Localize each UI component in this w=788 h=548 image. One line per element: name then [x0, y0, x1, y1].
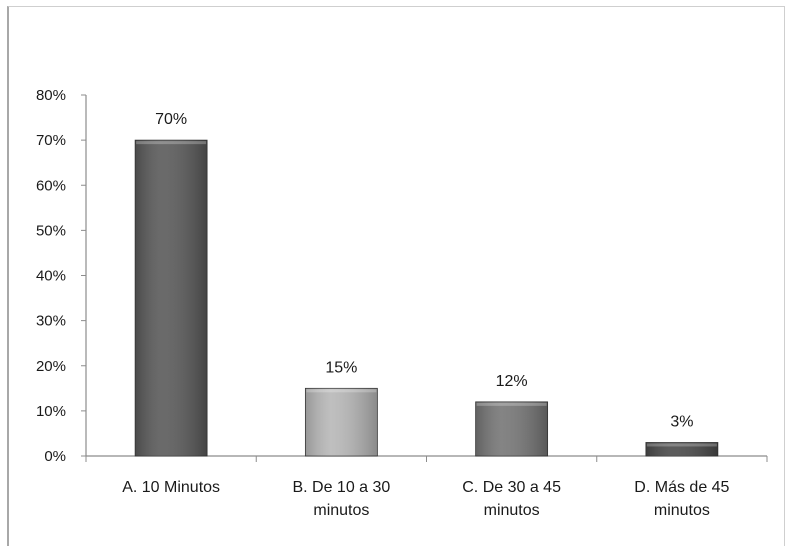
x-category-label-line: minutos: [484, 502, 540, 519]
x-category-label-line: minutos: [313, 502, 369, 519]
y-tick-label: 10%: [36, 403, 66, 420]
bars: [134, 139, 719, 457]
x-category-label-line: A. 10 Minutos: [122, 479, 220, 496]
data-label: 70%: [155, 111, 187, 128]
bar-shading: [305, 388, 378, 456]
x-category-label: C. De 30 a 45 minutos: [462, 479, 561, 519]
x-category-label: A. 10 Minutos: [122, 479, 220, 496]
labels: 70% A. 10 Minutos 15% B. De 10 a 30 minutos 1…: [122, 111, 729, 519]
y-tick-label: 40%: [36, 268, 66, 285]
y-tick-label: 70%: [36, 132, 66, 149]
x-category-label-line: minutos: [654, 502, 710, 519]
y-tick-label: 0%: [44, 448, 66, 465]
x-category-label: D. Más de 45 minutos: [634, 479, 729, 519]
bar-shading: [475, 401, 548, 456]
y-tick-label: 60%: [36, 177, 66, 194]
data-label: 12%: [496, 373, 528, 390]
x-category-label-line: D. Más de 45: [634, 479, 729, 496]
y-tick-label: 80%: [36, 87, 66, 104]
bar-shading: [135, 140, 208, 456]
x-category-label-line: B. De 10 a 30: [292, 479, 390, 496]
bar-highlight: [476, 402, 547, 406]
y-tick-label: 50%: [36, 222, 66, 239]
data-label: 3%: [670, 413, 693, 430]
x-category-label: B. De 10 a 30 minutos: [292, 479, 390, 519]
x-category-label-line: C. De 30 a 45: [462, 479, 561, 496]
bar-highlight: [306, 389, 377, 393]
bar-shading: [645, 442, 718, 456]
bar-highlight: [136, 141, 207, 145]
y-tick-label: 20%: [36, 358, 66, 375]
bar-highlight: [646, 443, 717, 447]
y-tick-label: 30%: [36, 313, 66, 330]
data-label: 15%: [325, 359, 357, 376]
